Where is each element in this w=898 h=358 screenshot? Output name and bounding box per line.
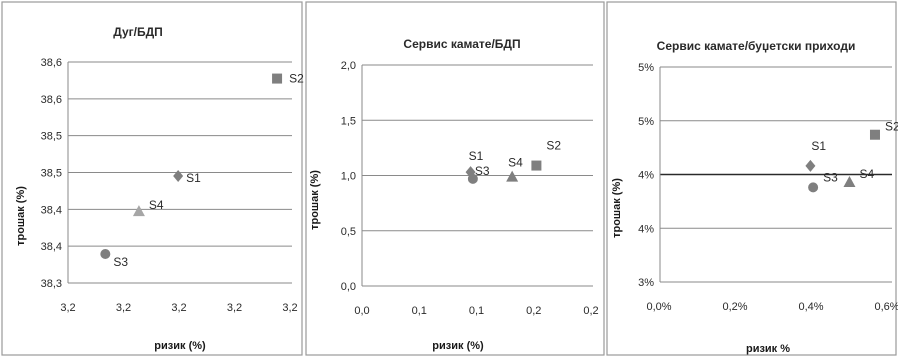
panel-1-gridlines	[67, 61, 292, 284]
y-tick-label: 0,5	[341, 226, 356, 238]
point-s4	[843, 176, 856, 188]
panel-3-y-axis-label: трошак (%)	[611, 178, 623, 238]
panel-2-title: Сервис камате/БДП	[403, 37, 520, 51]
point-s4	[132, 205, 145, 217]
panel-3-gridlines	[659, 66, 892, 283]
chart-panel-3: Сервис камате/буџетски приходи 3% 4% 4% 5% 5…	[606, 1, 898, 356]
panel-1-points: S1 S2 S3 S4	[100, 72, 304, 269]
x-tick-label: 0,1	[469, 305, 484, 317]
y-tick-label: 2,0	[341, 60, 356, 72]
point-s3	[100, 248, 111, 259]
panel-3-y-ticks: 3% 4% 4% 5% 5%	[638, 62, 654, 289]
point-label-s1: S1	[469, 149, 484, 163]
point-label-s3: S3	[823, 170, 838, 184]
panel-3-title: Сервис камате/буџетски приходи	[657, 39, 856, 53]
panel-1-x-axis-label: ризик (%)	[154, 340, 206, 352]
point-label-s2: S2	[885, 120, 898, 134]
point-label-s1: S1	[811, 139, 826, 153]
panel-1-y-ticks: 38,3 38,4 38,4 38,5 38,5 38,6 38,6	[41, 57, 62, 290]
y-tick-label: 5%	[638, 116, 654, 128]
point-label-s1: S1	[186, 171, 201, 185]
chart-panel-1: Дуг/БДП 38,3 38,4 38,4 38,5 38,5 38,6 38,6 3,2…	[1, 1, 304, 356]
y-tick-label: 1,5	[341, 115, 356, 127]
point-s3	[467, 173, 478, 184]
point-label-s4: S4	[859, 167, 874, 181]
panel-1-y-axis-label: трошак (%)	[15, 186, 27, 246]
point-s3	[808, 182, 819, 193]
x-tick-label: 0,6%	[874, 301, 898, 313]
panel-2-y-ticks: 0,0 0,5 1,0 1,5 2,0	[341, 60, 356, 293]
y-tick-label: 4%	[638, 223, 654, 235]
y-tick-label: 38,4	[41, 204, 62, 216]
panel-1-title: Дуг/БДП	[113, 25, 163, 39]
x-tick-label: 3,2	[116, 302, 131, 314]
panel-2-frame	[305, 1, 605, 356]
point-label-s3: S3	[113, 255, 128, 269]
point-s2	[272, 73, 283, 84]
y-tick-label: 38,6	[41, 57, 62, 69]
panel-3-x-ticks: 0,0% 0,2% 0,4% 0,6%	[646, 301, 898, 313]
point-label-s4: S4	[149, 198, 164, 212]
panel-3-x-axis-label: ризик %	[746, 343, 790, 355]
panel-2-x-axis-label: ризик (%)	[432, 340, 484, 352]
panel-2-y-axis-label: трошак (%)	[309, 170, 321, 230]
y-tick-label: 38,4	[41, 241, 62, 253]
point-s4	[506, 170, 519, 182]
y-tick-label: 38,3	[41, 278, 62, 290]
panel-2-x-ticks: 0,0 0,1 0,1 0,2 0,2	[354, 305, 598, 317]
x-tick-label: 0,2	[526, 305, 541, 317]
point-s1	[805, 159, 816, 172]
point-label-s3: S3	[475, 164, 490, 178]
x-tick-label: 3,2	[282, 302, 297, 314]
y-tick-label: 38,6	[41, 94, 62, 106]
x-tick-label: 0,0	[354, 305, 369, 317]
x-tick-label: 3,2	[60, 302, 75, 314]
x-tick-label: 3,2	[171, 302, 186, 314]
panel-3-frame	[606, 1, 897, 356]
panel-1-frame	[1, 1, 303, 356]
y-tick-label: 5%	[638, 62, 654, 74]
y-tick-label: 3%	[638, 277, 654, 289]
point-s2	[869, 129, 880, 140]
x-tick-label: 0,4%	[798, 301, 823, 313]
y-tick-label: 0,0	[341, 281, 356, 293]
y-tick-label: 1,0	[341, 171, 356, 183]
x-tick-label: 0,1	[412, 305, 427, 317]
x-tick-label: 0,0%	[646, 301, 671, 313]
y-tick-label: 4%	[638, 170, 654, 182]
x-tick-label: 3,2	[227, 302, 242, 314]
x-tick-label: 0,2%	[722, 301, 747, 313]
point-label-s4: S4	[508, 156, 523, 170]
point-s1	[173, 169, 184, 182]
point-label-s2: S2	[546, 139, 561, 153]
y-tick-label: 38,5	[41, 131, 62, 143]
panel-2-gridlines	[361, 64, 593, 287]
y-tick-label: 38,5	[41, 168, 62, 180]
chart-panel-2: Сервис камате/БДП 0,0 0,5 1,0 1,5 2,0 0,0 0,1…	[305, 1, 605, 356]
panel-3-points: S1 S3 S4 S2	[805, 120, 898, 193]
point-s2	[531, 160, 542, 171]
point-label-s2: S2	[289, 72, 304, 86]
x-tick-label: 0,2	[583, 305, 598, 317]
panel-1-x-ticks: 3,2 3,2 3,2 3,2 3,2	[60, 302, 297, 314]
